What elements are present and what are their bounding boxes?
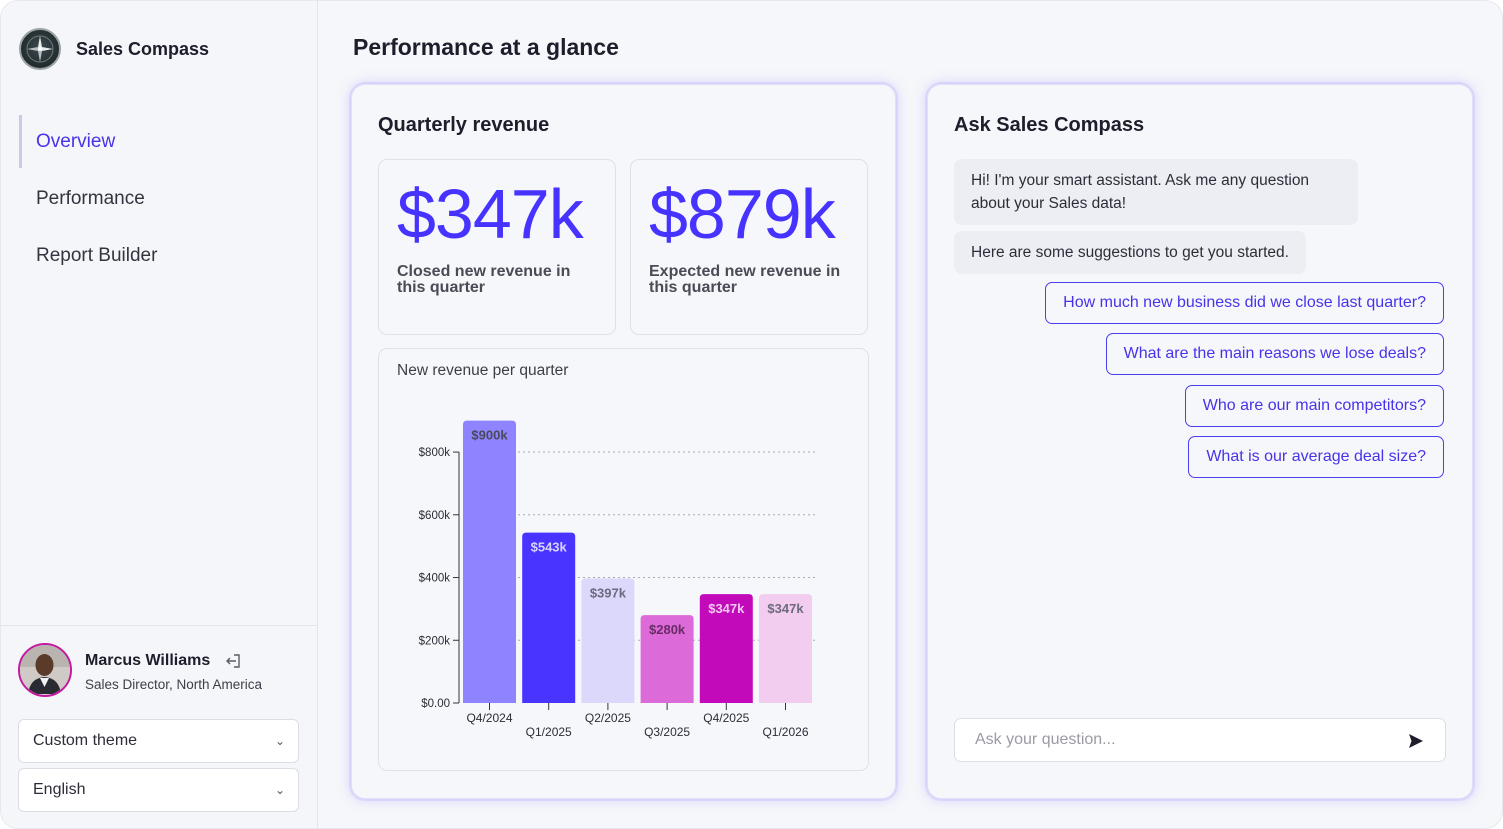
compass-logo-icon [19,28,61,70]
assistant-intro: Here are some suggestions to get you sta… [954,231,1306,274]
user-name: Marcus Williams [85,652,211,669]
send-icon[interactable] [1407,732,1425,750]
chat-card-title: Ask Sales Compass [954,114,1145,136]
user-role: Sales Director, North America [85,677,263,692]
assistant-greeting: Hi! I'm your smart assistant. Ask me any… [954,159,1358,225]
sidebar: Sales Compass Overview Performance Repor… [1,1,318,828]
bar [522,532,576,703]
bar [699,594,753,703]
revenue-bar-chart: $0.00 $200k $400k $600k $800k $900k Q4/2024 $54… [419,420,816,739]
page-title: Performance at a glance [353,34,619,60]
x-tick-label: Q4/2024 [466,711,512,725]
x-tick-label: Q2/2025 [585,711,631,725]
chart-title: New revenue per quarter [397,362,569,379]
theme-select-value: Custom theme [33,732,138,749]
ask-question-box [954,718,1446,762]
revenue-chart-card: New revenue per quarter $0.00 $200k $400k $… [378,348,869,771]
kpi-value: $879k [649,175,836,253]
logout-icon[interactable] [224,652,242,670]
bar-value-label: $543k [531,540,568,555]
brand-name: Sales Compass [76,38,210,59]
kpi-label: Expected new revenue in this quarter [649,263,841,296]
x-tick-label: Q1/2026 [762,725,808,739]
x-tick-label: Q4/2025 [703,711,749,725]
main-nav: Overview Performance Report Builder [19,115,299,286]
bar-value-label: $397k [590,585,627,600]
sidebar-footer: Marcus Williams Sales Director, North Am… [1,625,317,828]
kpi-value: $347k [397,175,584,253]
brand[interactable]: Sales Compass [19,28,209,70]
x-tick-label: Q1/2025 [526,725,572,739]
kpi-expected-revenue: $879k Expected new revenue in this quart… [630,159,868,335]
bar [640,615,694,703]
bar [581,578,635,703]
y-tick-label: $0.00 [421,698,450,710]
x-tick-label: Q3/2025 [644,725,690,739]
theme-select[interactable]: Custom theme ⌄ [18,719,299,763]
bar-value-label: $280k [649,622,686,637]
nav-item-overview[interactable]: Overview [19,115,299,168]
user-info: Marcus Williams Sales Director, North Am… [85,652,262,697]
kpi-closed-revenue: $347k Closed new revenue in this quarter [378,159,616,335]
user-profile: Marcus Williams Sales Director, North Am… [18,643,262,697]
suggestion-button[interactable]: Who are our main competitors? [1184,385,1444,427]
avatar[interactable] [18,643,72,697]
language-select-value: English [33,781,86,798]
suggestion-button[interactable]: How much new business did we close last … [1045,282,1444,324]
nav-item-report-builder[interactable]: Report Builder [36,244,158,266]
y-tick-label: $400k [419,573,451,585]
y-tick-label: $200k [419,635,451,647]
bar-value-label: $347k [708,601,745,616]
y-tick-label: $600k [419,510,451,522]
bar [463,420,516,703]
bar-value-label: $347k [767,601,804,616]
revenue-card-title: Quarterly revenue [378,114,550,136]
y-tick-label: $800k [419,447,451,459]
bar-value-label: $900k [471,428,508,443]
kpi-label: Closed new revenue in this quarter [397,263,571,296]
nav-item-performance[interactable]: Performance [36,187,145,209]
chevron-down-icon: ⌄ [274,734,285,748]
suggestion-button[interactable]: What are the main reasons we lose deals? [1105,333,1444,375]
suggestion-button[interactable]: What is our average deal size? [1188,436,1444,478]
user-name-row: Marcus Williams [85,652,262,670]
chevron-down-icon: ⌄ [274,783,285,797]
bar [759,594,812,703]
ask-question-input[interactable] [956,720,1386,760]
language-select[interactable]: English ⌄ [18,768,299,812]
